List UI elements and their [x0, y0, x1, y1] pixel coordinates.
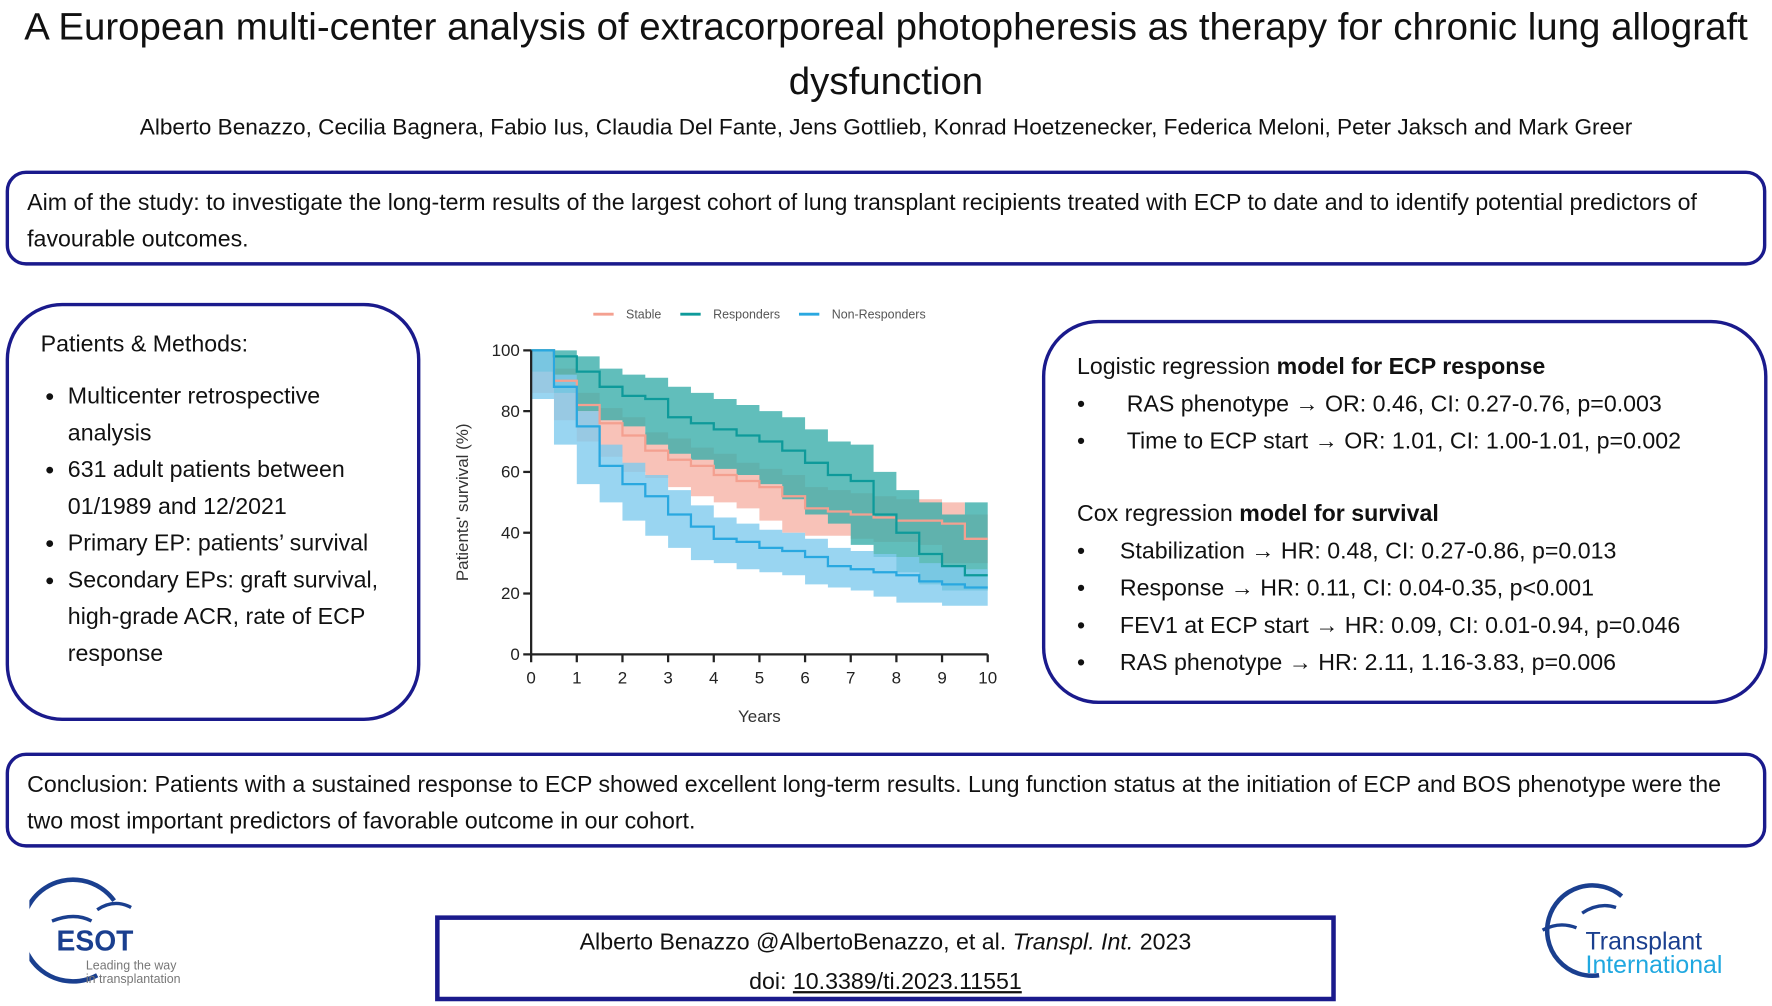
- esot-logo: ESOT Leading the way in transplantation: [19, 876, 199, 995]
- cox-item: • FEV1 at ECP start → HR: 0.09, CI: 0.01-…: [1076, 612, 1681, 639]
- legend-label: Non-Responders: [832, 308, 926, 322]
- cox-item: • Response → HR: 0.11, CI: 0.04-0.35, p<0…: [1076, 575, 1595, 602]
- logistic-item: • RAS phenotype → OR: 0.46, CI: 0.27-0.76…: [1076, 391, 1662, 418]
- conclusion-text: Conclusion: Patients with a sustained re…: [27, 771, 1722, 835]
- cox-heading: Cox regression model for survival: [1076, 500, 1439, 527]
- survival-line-non-responders: [531, 349, 988, 589]
- y-tick-label: 0: [510, 645, 519, 664]
- x-tick-label: 4: [709, 669, 718, 688]
- aim-box: Aim of the study: to investigate the lon…: [5, 170, 1767, 266]
- x-tick-label: 6: [800, 669, 809, 688]
- survival-line-responders: [531, 349, 988, 577]
- citation-line: Alberto Benazzo @AlbertoBenazzo, et al. …: [579, 928, 1192, 955]
- methods-item: Multicenter retrospective analysis: [68, 379, 386, 452]
- cox-item: • RAS phenotype → HR: 2.11, 1.16-3.83, p=…: [1076, 649, 1616, 676]
- legend-label: Responders: [713, 308, 780, 322]
- results-box: Logistic regression model for ECP respon…: [1041, 319, 1768, 705]
- methods-item: 631 adult patients between 01/1989 and 1…: [68, 452, 386, 525]
- doi-line: doi: 10.3389/ti.2023.11551: [749, 968, 1022, 995]
- x-tick-label: 2: [618, 669, 627, 688]
- y-axis-label: Patients' survival (%): [453, 424, 472, 582]
- x-tick-label: 5: [755, 669, 764, 688]
- legend-label: Stable: [626, 308, 661, 322]
- aim-text: Aim of the study: to investigate the lon…: [27, 189, 1697, 253]
- y-tick-label: 60: [501, 463, 520, 482]
- ti-ring-icon: [1541, 883, 1624, 979]
- x-tick-label: 7: [846, 669, 855, 688]
- methods-box: Patients & Methods: Multicenter retrospe…: [5, 302, 421, 722]
- x-tick-label: 10: [978, 669, 997, 688]
- logistic-heading: Logistic regression model for ECP respon…: [1076, 353, 1546, 380]
- y-tick-label: 40: [501, 523, 520, 542]
- y-tick-label: 100: [492, 341, 520, 360]
- transplant-international-logo: Transplant International: [1531, 879, 1757, 986]
- methods-item: Primary EP: patients’ survival: [68, 525, 386, 562]
- conclusion-box: Conclusion: Patients with a sustained re…: [5, 752, 1767, 848]
- x-tick-label: 8: [892, 669, 901, 688]
- ci-band-responders: [531, 350, 988, 591]
- citation-box: Alberto Benazzo @AlbertoBenazzo, et al. …: [435, 915, 1336, 1002]
- x-axis-label: Years: [738, 707, 781, 726]
- x-tick-label: 9: [937, 669, 946, 688]
- x-tick-label: 3: [663, 669, 672, 688]
- doi-link[interactable]: 10.3389/ti.2023.11551: [792, 968, 1022, 995]
- x-tick-label: 1: [572, 669, 581, 688]
- y-tick-label: 20: [501, 584, 520, 603]
- poster-title: A European multi-center analysis of extr…: [24, 5, 1748, 103]
- methods-item: Secondary EPs: graft survival, high-grad…: [68, 562, 386, 672]
- methods-list: Multicenter retrospective analysis 631 a…: [41, 379, 386, 673]
- methods-heading: Patients & Methods:: [40, 331, 249, 358]
- y-tick-label: 80: [501, 402, 520, 421]
- x-tick-label: 0: [526, 669, 535, 688]
- cox-item: • Stabilization → HR: 0.48, CI: 0.27-0.86…: [1076, 537, 1617, 564]
- author-list: Alberto Benazzo, Cecilia Bagnera, Fabio …: [139, 115, 1633, 141]
- logistic-item: • Time to ECP start → OR: 1.01, CI: 1.00-…: [1076, 428, 1682, 455]
